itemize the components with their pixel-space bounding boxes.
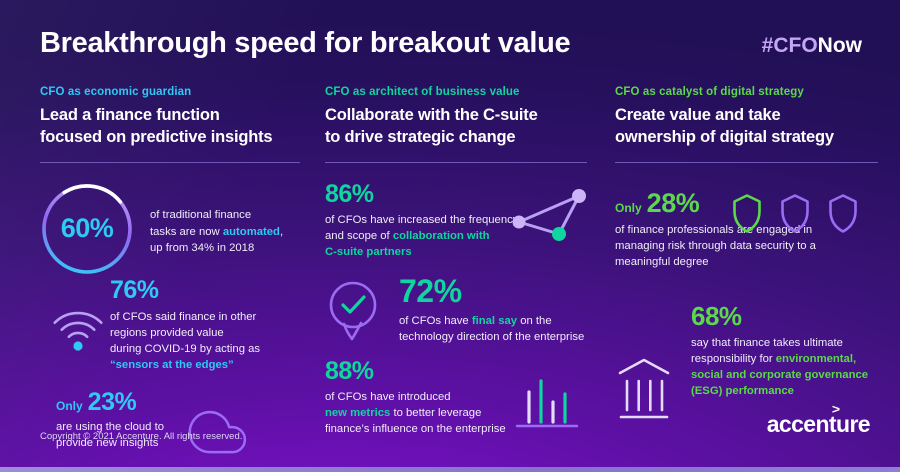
cloud-icon: [186, 390, 256, 456]
text-pre: of traditional finance tasks are now: [150, 209, 252, 238]
hashtag-suffix: Now: [817, 34, 862, 57]
text-post: , up from 34% in 2018: [150, 225, 284, 254]
divider: [615, 161, 878, 163]
text-pre: of CFOs have introduced: [325, 390, 451, 403]
column-label: CFO as economic guardian: [40, 86, 192, 98]
progress-ring: 60%: [40, 182, 134, 276]
page-title: Breakthrough speed for breakout value: [40, 27, 571, 59]
stat-text: of CFOs said finance in other regions pr…: [110, 309, 260, 373]
shield-icon: [829, 193, 857, 233]
stat-sensors: 76% of CFOs said finance in other region…: [40, 275, 300, 373]
stat-esg: 68% say that finance takes ultimate resp…: [615, 303, 878, 423]
text-highlight: automated: [222, 225, 280, 238]
stat-block: 88% of CFOs have introduced new metrics …: [325, 356, 521, 437]
text-highlight: new metrics: [325, 406, 391, 419]
stat-value: 68%: [691, 300, 742, 331]
text-pre: say that finance takes ultimate responsi…: [691, 336, 843, 365]
column-catalyst-digital-strategy: CFO as catalyst of digital strategy Crea…: [615, 86, 878, 423]
text-highlight: final say: [471, 314, 518, 327]
column-architect-business-value: CFO as architect of business value Colla…: [325, 86, 587, 437]
stat-text: are using the cloud to provide new insig…: [56, 420, 165, 449]
bottom-accent-strip: [0, 467, 900, 472]
stat-collaboration: 86% of CFOs have increased the frequency…: [325, 179, 587, 260]
column-heading: Collaborate with the C-suite to drive st…: [325, 106, 538, 146]
text-pre: of CFOs have increased the frequency and…: [325, 213, 519, 242]
shield-icons: [730, 193, 860, 234]
stat-automated: 60% of traditional finance tasks are now…: [40, 182, 300, 276]
stat-cloud: Only 23% are using the cloud to provide n…: [40, 387, 300, 456]
column-heading: Create value and take ownership of digit…: [615, 106, 834, 146]
hashtag-prefix: #CFO: [761, 34, 818, 57]
stat-block: 72% of CFOs have final say on the techno…: [399, 275, 584, 345]
stat-qualifier: Only: [56, 398, 83, 413]
stat-block: 86% of CFOs have increased the frequency…: [325, 179, 523, 260]
wifi-signal-icon: [40, 278, 110, 373]
bar-chart-icon: [515, 359, 581, 437]
network-graph-icon: [509, 182, 593, 260]
text-highlight: collaboration with C-suite partners: [325, 229, 490, 258]
column-label: CFO as architect of business value: [325, 86, 520, 98]
stat-text: of traditional finance tasks are now aut…: [150, 201, 283, 255]
text-highlight: environmental, social and corporate gove…: [691, 352, 869, 397]
stat-value: 86%: [325, 179, 374, 208]
stat-block: 76% of CFOs said finance in other region…: [110, 275, 260, 373]
text-post: on the technology direction of the enter…: [399, 314, 585, 343]
stat-line: Only 23%: [56, 387, 164, 416]
stat-data-security: Only 28% of finance professionals are eng…: [615, 187, 878, 290]
bank-icon: [615, 353, 673, 425]
stat-text: of CFOs have introduced new metrics to b…: [325, 389, 521, 437]
text-post: to better leverage finance’s influence o…: [325, 406, 506, 435]
stat-text: of CFOs have final say on the technology…: [399, 313, 584, 345]
stat-text: of CFOs have increased the frequency and…: [325, 212, 523, 260]
stat-value: 88%: [325, 356, 374, 385]
text-highlight: “sensors at the edges”: [110, 358, 234, 371]
progress-ring-icon: [42, 183, 132, 274]
shield-icon: [733, 193, 761, 233]
stat-qualifier: Only: [615, 200, 642, 215]
stat-value: 23%: [87, 387, 137, 416]
stat-new-metrics: 88% of CFOs have introduced new metrics …: [325, 356, 587, 437]
stat-value: 76%: [110, 275, 159, 304]
text-pre: of CFOs have: [399, 314, 472, 327]
column-heading: Lead a finance function focused on predi…: [40, 106, 273, 146]
divider: [40, 161, 300, 163]
column-label: CFO as catalyst of digital strategy: [615, 86, 804, 98]
stat-text: say that finance takes ultimate responsi…: [691, 335, 878, 399]
accenture-logo: > accenture: [766, 401, 871, 438]
speech-bubble-check-icon: [325, 275, 399, 345]
copyright-text: Copyright © 2021 Accenture. All rights r…: [40, 431, 243, 442]
greater-than-icon: >: [831, 401, 840, 417]
stat-line: Only 28%: [615, 187, 878, 218]
text-pre: of CFOs said finance in other regions pr…: [110, 310, 261, 355]
hashtag: #CFONow: [762, 34, 862, 58]
logo-text: accenture: [766, 411, 871, 437]
stat-value: 28%: [646, 187, 700, 218]
divider: [325, 161, 587, 163]
stat-block: Only 23% are using the cloud to provide n…: [56, 387, 165, 456]
column-economic-guardian: CFO as economic guardian Lead a finance …: [40, 86, 300, 456]
stat-value: 60%: [60, 213, 114, 244]
stat-value: 72%: [399, 272, 462, 309]
shield-icon: [781, 193, 809, 233]
stat-final-say: 72% of CFOs have final say on the techno…: [325, 275, 587, 345]
